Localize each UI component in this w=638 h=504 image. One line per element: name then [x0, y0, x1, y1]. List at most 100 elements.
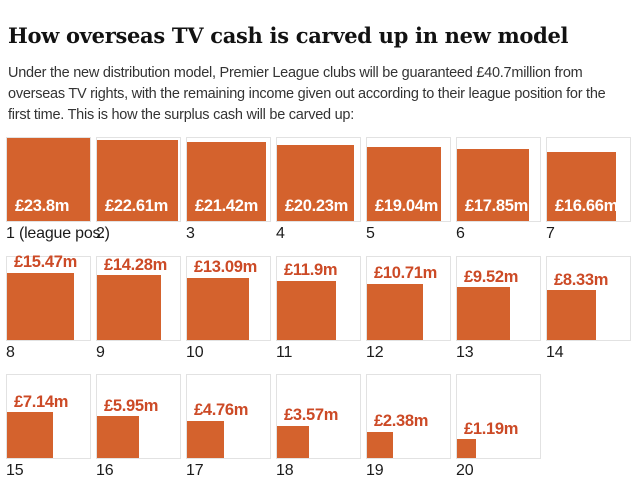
cell-box: £19.04m [366, 137, 451, 223]
chart-grid: £23.8m 1 (league pos.) £22.61m 2 £21.42m 3 £20… [6, 137, 631, 480]
position-label: 20 [456, 461, 474, 479]
position-label: 8 [6, 343, 15, 361]
value-label: £3.57m [284, 406, 339, 425]
chart-cell: £14.28m 9 [96, 255, 181, 362]
chart-cell: £8.33m 14 [546, 255, 631, 362]
position-label: 19 [366, 461, 384, 479]
cell-box: £17.85m [456, 137, 541, 223]
cell-box: £10.71m [366, 255, 451, 341]
cell-box: £3.57m [276, 373, 361, 459]
cell-box: £11.9m [276, 255, 361, 341]
value-square [457, 149, 529, 222]
position-label: 3 [186, 225, 195, 243]
chart-cell: £2.38m 19 [366, 373, 451, 480]
value-label: £21.42m [195, 196, 259, 215]
value-label: £8.33m [554, 270, 609, 289]
position-label: 18 [276, 461, 294, 479]
chart-cell: £21.42m 3 [186, 137, 271, 243]
value-label: £16.66m [555, 196, 619, 215]
value-square [187, 277, 249, 340]
value-label: £1.19m [464, 419, 519, 438]
cell-box: £15.47m [6, 253, 91, 341]
position-label: 5 [366, 225, 375, 243]
value-square [457, 287, 510, 340]
value-square [187, 142, 266, 222]
value-square [277, 144, 354, 222]
chart-cell: £16.66m 7 [546, 137, 631, 243]
value-square [277, 425, 310, 458]
cell-box: £22.61m [96, 137, 181, 223]
value-square [187, 420, 225, 458]
value-square [97, 416, 139, 458]
page: How overseas TV cash is carved up in new… [0, 14, 638, 504]
position-label: 11 [276, 343, 293, 361]
value-square [7, 138, 90, 222]
value-label: £17.85m [465, 196, 529, 215]
intro-paragraph: Under the new distribution model, Premie… [8, 65, 606, 123]
chart-cell: £7.14m 15 [6, 373, 91, 480]
value-label: £11.9m [284, 261, 338, 280]
value-label: £2.38m [374, 412, 429, 431]
position-label: 16 [96, 461, 114, 479]
position-label: 1 (league pos.) [6, 225, 110, 243]
value-square [97, 140, 178, 222]
value-label: £7.14m [14, 392, 69, 411]
cell-box: £9.52m [456, 255, 541, 341]
chart-cell: £20.23m 4 [276, 137, 361, 243]
cell-box: £16.66m [546, 137, 631, 223]
value-square [7, 272, 74, 340]
value-square [367, 146, 442, 222]
value-square [547, 290, 597, 340]
cell-box: £1.19m [456, 373, 541, 459]
cell-box: £4.76m [186, 373, 271, 459]
value-label: £23.8m [15, 196, 70, 215]
chart-cell: £15.47m 8 [6, 253, 91, 362]
cell-box: £8.33m [546, 255, 631, 341]
value-label: £10.71m [374, 264, 438, 283]
chart-cell: £17.85m 6 [456, 137, 541, 243]
position-label: 4 [276, 225, 285, 243]
value-square [277, 280, 336, 340]
chart-cell: £10.71m 12 [366, 255, 451, 362]
chart-cell: £23.8m 1 (league pos.) [6, 137, 110, 243]
cell-box: £14.28m [96, 255, 181, 341]
cell-box: £20.23m [276, 137, 361, 223]
cell-box: £2.38m [366, 373, 451, 459]
chart-cell: £1.19m 20 [456, 373, 541, 480]
value-square [457, 439, 476, 458]
value-label: £19.04m [375, 196, 439, 215]
chart-cell: £3.57m 18 [276, 373, 361, 480]
value-label: £22.61m [105, 196, 169, 215]
value-label: £13.09m [194, 258, 258, 277]
value-label: £5.95m [104, 396, 159, 415]
position-label: 12 [366, 343, 384, 361]
value-square [97, 275, 162, 340]
position-label: 6 [456, 225, 465, 243]
cell-box: £5.95m [96, 373, 181, 459]
value-label: £15.47m [14, 253, 78, 272]
cell-box: £7.14m [6, 373, 91, 459]
position-label: 2 [96, 225, 105, 243]
value-label: £20.23m [285, 196, 349, 215]
value-label: £14.28m [104, 255, 168, 274]
chart-cell: £9.52m 13 [456, 255, 541, 362]
position-label: 7 [546, 225, 555, 243]
chart-cell: £11.9m 11 [276, 255, 361, 362]
cell-box: £21.42m [186, 137, 271, 223]
chart-cell: £19.04m 5 [366, 137, 451, 243]
position-label: 10 [186, 343, 204, 361]
page-title: How overseas TV cash is carved up in new… [8, 23, 569, 49]
position-label: 9 [96, 343, 105, 361]
chart-cell: £13.09m 10 [186, 255, 271, 362]
value-square [367, 431, 394, 458]
value-square [547, 151, 617, 222]
chart-cell: £22.61m 2 [96, 137, 181, 243]
value-square [367, 283, 423, 340]
cell-box: £13.09m [186, 255, 271, 341]
position-label: 13 [456, 343, 474, 361]
chart-cell: £5.95m 16 [96, 373, 181, 480]
chart-cell: £4.76m 17 [186, 373, 271, 480]
position-label: 14 [546, 343, 564, 361]
position-label: 17 [186, 461, 204, 479]
value-square [7, 412, 53, 458]
